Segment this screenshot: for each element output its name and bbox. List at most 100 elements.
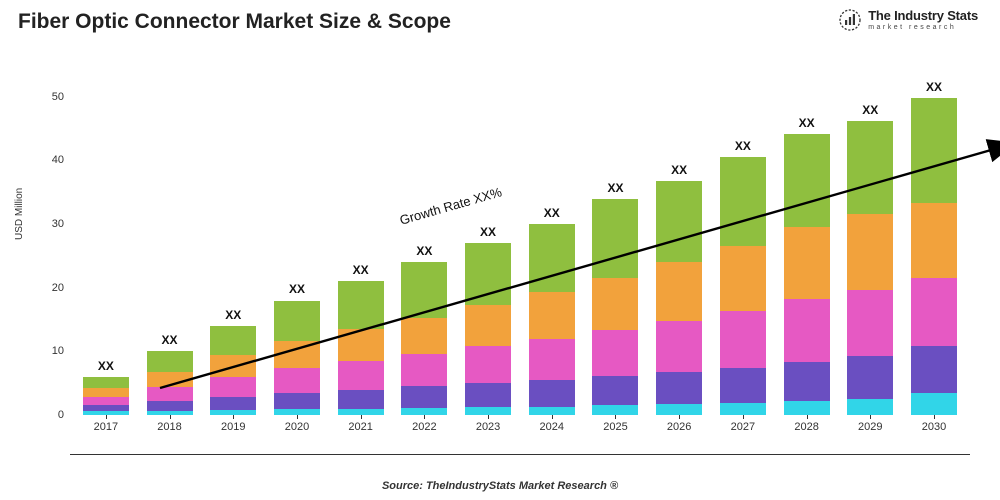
bar-value-label: XX bbox=[480, 225, 496, 239]
bar-segment bbox=[784, 401, 830, 415]
bar-value-label: XX bbox=[671, 163, 687, 177]
bar-stack bbox=[529, 224, 575, 415]
bar-stack bbox=[720, 157, 766, 415]
bar-segment bbox=[529, 224, 575, 292]
bar-segment bbox=[592, 278, 638, 330]
bar-segment bbox=[592, 199, 638, 278]
x-tick-mark bbox=[488, 415, 489, 419]
bar-segment bbox=[656, 372, 702, 404]
x-tick-label: 2019 bbox=[221, 421, 245, 433]
bar-segment bbox=[720, 157, 766, 246]
x-tick-label: 2030 bbox=[922, 421, 946, 433]
bar-stack bbox=[338, 281, 384, 415]
bar-stack bbox=[147, 351, 193, 415]
bar-value-label: XX bbox=[735, 139, 751, 153]
bar-stack bbox=[911, 98, 957, 415]
bar-segment bbox=[784, 299, 830, 362]
bar-column: XX2028 bbox=[784, 134, 830, 415]
bar-segment bbox=[147, 351, 193, 371]
bar-segment bbox=[83, 397, 129, 405]
x-tick-label: 2028 bbox=[794, 421, 818, 433]
x-tick-label: 2027 bbox=[731, 421, 755, 433]
x-tick-mark bbox=[743, 415, 744, 419]
gear-chart-icon bbox=[838, 8, 862, 32]
bar-segment bbox=[720, 403, 766, 415]
bar-column: XX2029 bbox=[847, 121, 893, 415]
bar-segment bbox=[274, 301, 320, 341]
bar-value-label: XX bbox=[416, 244, 432, 258]
bar-segment bbox=[847, 356, 893, 399]
bar-segment bbox=[465, 305, 511, 346]
x-tick-mark bbox=[233, 415, 234, 419]
y-tick: 0 bbox=[44, 409, 64, 421]
y-tick: 30 bbox=[44, 218, 64, 230]
x-tick-label: 2023 bbox=[476, 421, 500, 433]
bar-segment bbox=[529, 339, 575, 380]
bar-segment bbox=[147, 401, 193, 411]
bar-column: XX2025 bbox=[592, 199, 638, 415]
bar-column: XX2018 bbox=[147, 351, 193, 415]
bar-segment bbox=[656, 321, 702, 373]
x-tick-label: 2017 bbox=[94, 421, 118, 433]
x-tick-mark bbox=[552, 415, 553, 419]
x-tick-label: 2018 bbox=[157, 421, 181, 433]
bar-segment bbox=[656, 181, 702, 262]
bar-segment bbox=[529, 292, 575, 338]
bar-segment bbox=[911, 203, 957, 278]
plot-area: XX2017XX2018XX2019XX2020XX2021XX2022XX20… bbox=[70, 65, 970, 435]
bar-stack bbox=[83, 377, 129, 415]
x-axis-line bbox=[70, 454, 970, 455]
bar-segment bbox=[592, 376, 638, 405]
x-tick-mark bbox=[615, 415, 616, 419]
bar-segment bbox=[401, 318, 447, 354]
bar-column: XX2030 bbox=[911, 98, 957, 415]
x-tick-mark bbox=[170, 415, 171, 419]
x-tick-mark bbox=[870, 415, 871, 419]
bar-segment bbox=[529, 407, 575, 415]
x-tick-label: 2025 bbox=[603, 421, 627, 433]
bar-column: XX2024 bbox=[529, 224, 575, 415]
x-tick-mark bbox=[807, 415, 808, 419]
bar-segment bbox=[720, 368, 766, 403]
bar-segment bbox=[720, 311, 766, 368]
bar-segment bbox=[274, 368, 320, 393]
bar-column: XX2020 bbox=[274, 301, 320, 416]
bar-value-label: XX bbox=[98, 359, 114, 373]
bar-value-label: XX bbox=[162, 333, 178, 347]
bar-segment bbox=[911, 98, 957, 202]
bar-segment bbox=[338, 361, 384, 390]
bar-stack bbox=[210, 326, 256, 415]
bar-segment bbox=[847, 214, 893, 290]
bar-segment bbox=[592, 405, 638, 415]
x-tick-label: 2029 bbox=[858, 421, 882, 433]
x-tick-label: 2024 bbox=[540, 421, 564, 433]
y-tick: 10 bbox=[44, 345, 64, 357]
bar-segment bbox=[592, 330, 638, 376]
bar-segment bbox=[911, 278, 957, 347]
bar-segment bbox=[465, 407, 511, 415]
bar-segment bbox=[911, 346, 957, 393]
bar-segment bbox=[656, 404, 702, 415]
bar-value-label: XX bbox=[289, 282, 305, 296]
bar-column: XX2023 bbox=[465, 243, 511, 415]
x-tick-mark bbox=[424, 415, 425, 419]
bar-column: XX2017 bbox=[83, 377, 129, 415]
y-tick: 20 bbox=[44, 282, 64, 294]
x-tick-label: 2026 bbox=[667, 421, 691, 433]
bar-segment bbox=[401, 262, 447, 317]
bar-segment bbox=[847, 121, 893, 214]
bar-stack bbox=[592, 199, 638, 415]
x-tick-mark bbox=[679, 415, 680, 419]
bar-column: XX2019 bbox=[210, 326, 256, 415]
bar-segment bbox=[147, 372, 193, 387]
bar-column: XX2026 bbox=[656, 181, 702, 415]
bar-column: XX2022 bbox=[401, 262, 447, 415]
logo: The Industry Stats market research bbox=[838, 8, 978, 32]
bar-segment bbox=[784, 362, 830, 401]
bar-segment bbox=[656, 262, 702, 321]
bar-segment bbox=[147, 387, 193, 401]
bar-segment bbox=[401, 408, 447, 415]
bar-segment bbox=[274, 341, 320, 368]
x-tick-mark bbox=[934, 415, 935, 419]
bar-segment bbox=[911, 393, 957, 415]
